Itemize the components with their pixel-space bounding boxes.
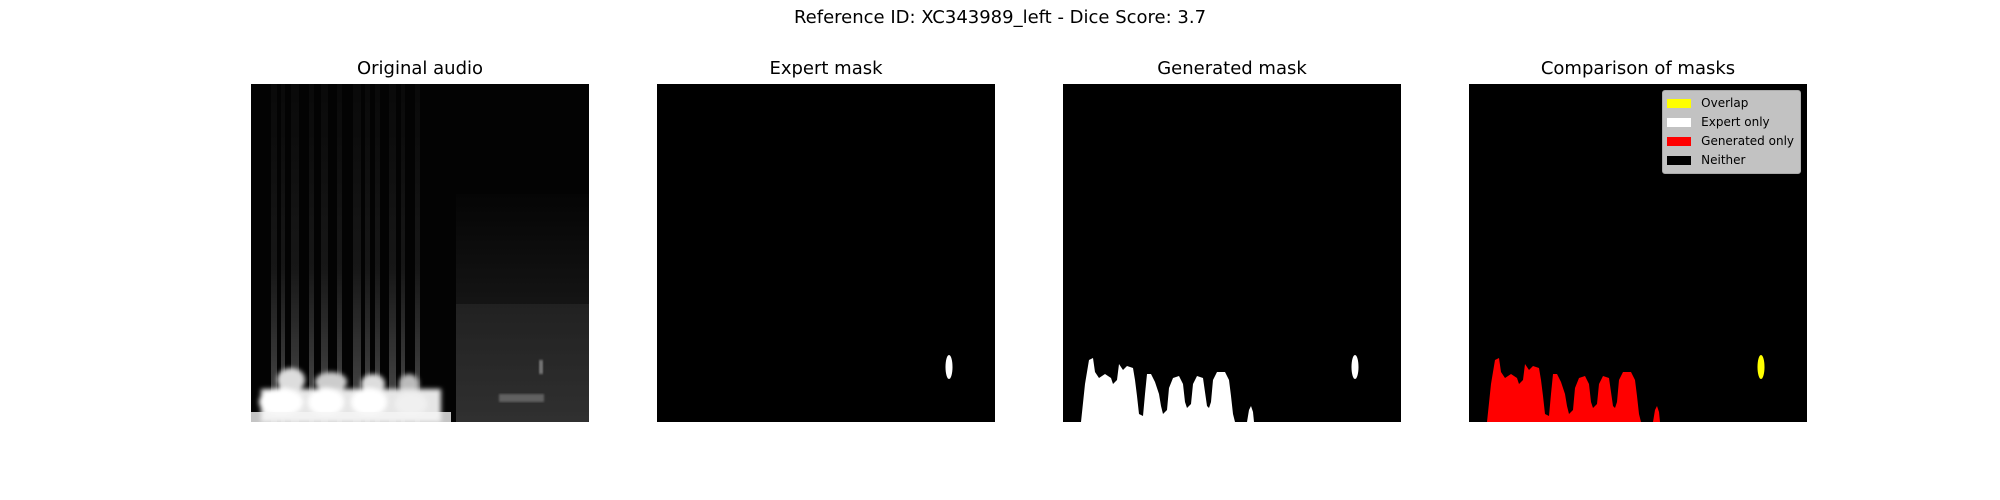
panel-title-original-audio: Original audio	[356, 58, 484, 79]
legend: Overlap Expert only Generated only Neith…	[1662, 90, 1801, 174]
panel-title-expert-mask: Expert mask	[769, 58, 883, 79]
legend-swatch-overlap	[1667, 99, 1692, 108]
generated-only-region	[1487, 358, 1641, 422]
generated-mask-small-region	[1351, 355, 1359, 379]
generated-mask-image	[1063, 84, 1401, 422]
figure-title: Reference ID: XC343989_left - Dice Score…	[793, 7, 1207, 28]
legend-label-overlap: Overlap	[1701, 96, 1749, 110]
overlap-region	[1757, 355, 1765, 379]
legend-label-expert-only: Expert only	[1701, 115, 1770, 129]
spectrogram-image	[251, 84, 589, 422]
legend-item-expert-only: Expert only	[1667, 113, 1794, 132]
panel-title-generated-mask: Generated mask	[1157, 58, 1307, 79]
generated-mask-region	[1081, 358, 1235, 422]
expert-mask-image	[657, 84, 995, 422]
legend-swatch-expert-only	[1667, 118, 1692, 127]
legend-item-overlap: Overlap	[1667, 94, 1794, 113]
panel-title-comparison: Comparison of masks	[1540, 58, 1736, 79]
legend-item-neither: Neither	[1667, 151, 1794, 170]
comparison-mask-image: Overlap Expert only Generated only Neith…	[1469, 84, 1807, 422]
legend-label-generated-only: Generated only	[1701, 134, 1794, 148]
legend-item-generated-only: Generated only	[1667, 132, 1794, 151]
expert-mask-region	[945, 355, 953, 379]
legend-swatch-neither	[1667, 156, 1692, 165]
legend-swatch-generated-only	[1667, 137, 1692, 146]
legend-label-neither: Neither	[1701, 153, 1746, 167]
